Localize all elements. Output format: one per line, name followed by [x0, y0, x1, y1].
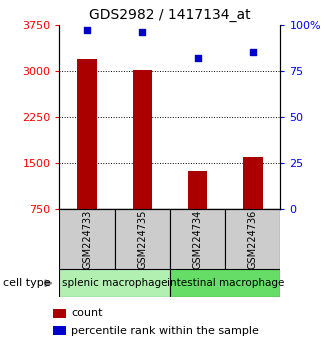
Text: cell type: cell type: [3, 278, 51, 288]
Text: GSM224733: GSM224733: [82, 209, 92, 269]
Text: GSM224736: GSM224736: [248, 209, 258, 269]
Bar: [115, 209, 170, 269]
Text: GSM224734: GSM224734: [193, 209, 203, 269]
Bar: [170, 269, 280, 297]
Text: percentile rank within the sample: percentile rank within the sample: [71, 326, 259, 336]
Bar: [53, 326, 66, 335]
Text: GSM224735: GSM224735: [137, 209, 147, 269]
Bar: [59, 209, 115, 269]
Point: [84, 28, 90, 33]
Text: count: count: [71, 308, 102, 318]
Point: [250, 50, 255, 55]
Bar: [225, 209, 280, 269]
Bar: [188, 171, 207, 209]
Bar: [77, 58, 97, 209]
Title: GDS2982 / 1417134_at: GDS2982 / 1417134_at: [89, 8, 251, 22]
Bar: [170, 209, 225, 269]
Point: [195, 55, 200, 61]
Bar: [133, 70, 152, 209]
Bar: [59, 269, 170, 297]
Text: intestinal macrophage: intestinal macrophage: [167, 278, 284, 288]
Point: [140, 29, 145, 35]
Bar: [243, 157, 263, 209]
Text: splenic macrophage: splenic macrophage: [62, 278, 167, 288]
Bar: [53, 309, 66, 318]
